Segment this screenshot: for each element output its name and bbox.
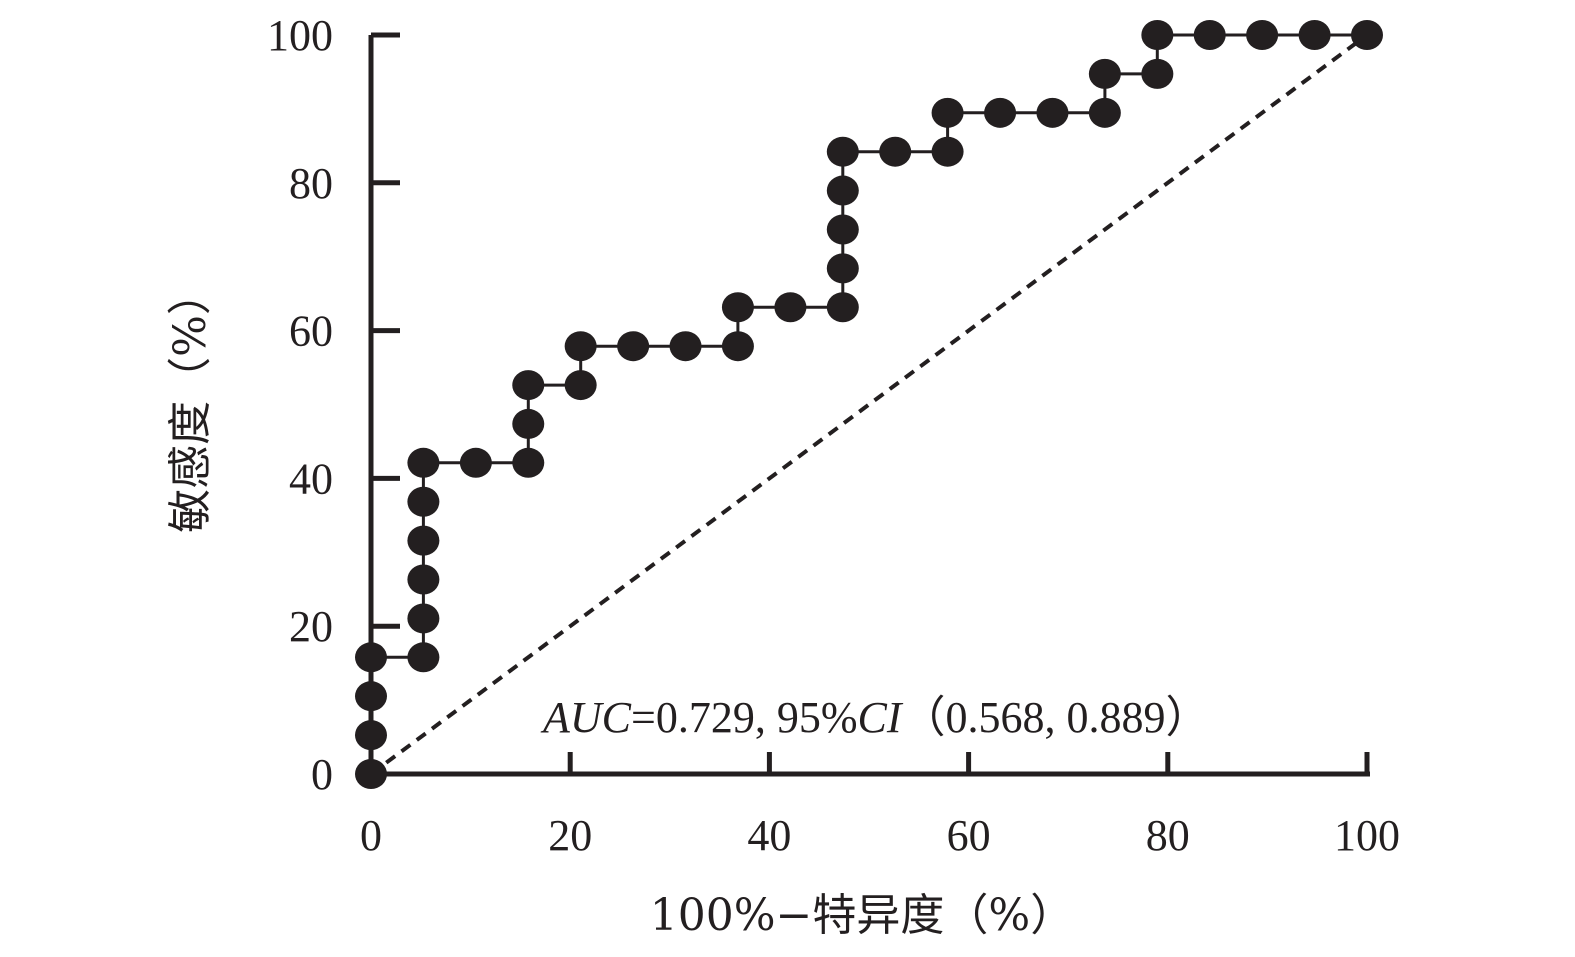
annotation-segment: （0.568, 0.889）: [901, 693, 1209, 742]
roc-point: [617, 331, 650, 362]
x-tick-label: 60: [947, 811, 991, 860]
roc-point: [407, 525, 440, 556]
roc-point: [1088, 97, 1121, 128]
roc-point: [1141, 20, 1174, 50]
roc-point: [669, 331, 702, 362]
y-tick-label: 60: [289, 307, 333, 356]
y-tick-label: 40: [289, 454, 333, 503]
annotation-segment: AUC: [540, 693, 632, 742]
roc-point: [826, 253, 859, 284]
roc-point: [407, 564, 440, 595]
roc-point: [564, 331, 597, 362]
roc-point: [931, 136, 964, 167]
roc-point: [721, 292, 754, 323]
x-tick-label: 20: [548, 811, 592, 860]
roc-point: [721, 331, 754, 362]
roc-points-layer: [355, 20, 1383, 789]
roc-point: [407, 642, 440, 673]
roc-point: [512, 370, 545, 401]
roc-point: [931, 97, 964, 128]
roc-point: [826, 214, 859, 245]
roc-point: [459, 447, 492, 478]
reference-diagonal-line: [369, 33, 1369, 776]
axes: [368, 35, 1370, 777]
roc-point: [879, 136, 912, 167]
roc-point: [407, 447, 440, 478]
annotation-segment: =0.729, 95%: [631, 693, 857, 742]
x-tick-label: 100: [1334, 811, 1400, 860]
roc-point: [826, 136, 859, 167]
roc-point: [512, 408, 545, 439]
roc-point: [1193, 20, 1226, 50]
y-ticks: 0 20 40 60 80 100: [267, 11, 400, 799]
y-tick-label: 100: [267, 11, 333, 60]
auc-annotation: AUC=0.729, 95%CI（0.568, 0.889）: [540, 693, 1209, 742]
y-tick-label: 0: [311, 750, 333, 799]
x-tick-label: 0: [360, 811, 382, 860]
roc-point: [1036, 97, 1069, 128]
roc-point: [1141, 58, 1174, 89]
roc-point: [774, 292, 807, 323]
annotation-segment: CI: [857, 693, 903, 742]
roc-point: [407, 486, 440, 517]
roc-point: [984, 97, 1017, 128]
roc-point: [1351, 20, 1383, 50]
x-axis-title: 100%−特异度（%）: [650, 890, 1074, 941]
roc-point: [826, 292, 859, 323]
roc-point: [1298, 20, 1331, 50]
x-ticks: 0 20 40 60 80 100: [360, 752, 1400, 860]
y-axis-title: 敏感度（%）: [165, 271, 216, 533]
reference-line-layer: [369, 33, 1369, 776]
roc-point: [1088, 58, 1121, 89]
roc-point: [826, 175, 859, 206]
roc-point: [1246, 20, 1279, 50]
y-tick-label: 20: [289, 602, 333, 651]
roc-point: [407, 603, 440, 634]
roc-point: [512, 447, 545, 478]
roc-point: [564, 370, 597, 401]
x-tick-label: 40: [747, 811, 791, 860]
x-tick-label: 80: [1146, 811, 1190, 860]
y-tick-label: 80: [289, 159, 333, 208]
